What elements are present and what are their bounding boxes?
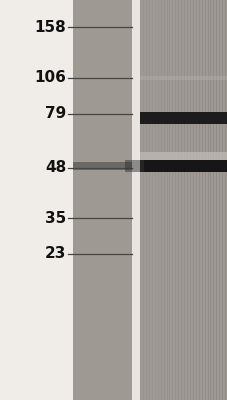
Text: 35: 35: [45, 210, 66, 226]
Bar: [140, 160, 227, 172]
Bar: [132, 0, 140, 400]
Bar: [73, 0, 132, 400]
Bar: [125, 160, 143, 172]
Bar: [140, 152, 227, 160]
Bar: [0, 0, 73, 400]
Text: 106: 106: [34, 70, 66, 86]
Bar: [140, 76, 227, 80]
Text: 79: 79: [45, 106, 66, 122]
Bar: [140, 0, 227, 400]
Bar: [140, 112, 227, 124]
Text: 48: 48: [45, 160, 66, 176]
Text: 23: 23: [44, 246, 66, 262]
Text: 158: 158: [34, 20, 66, 35]
Bar: [73, 162, 132, 170]
